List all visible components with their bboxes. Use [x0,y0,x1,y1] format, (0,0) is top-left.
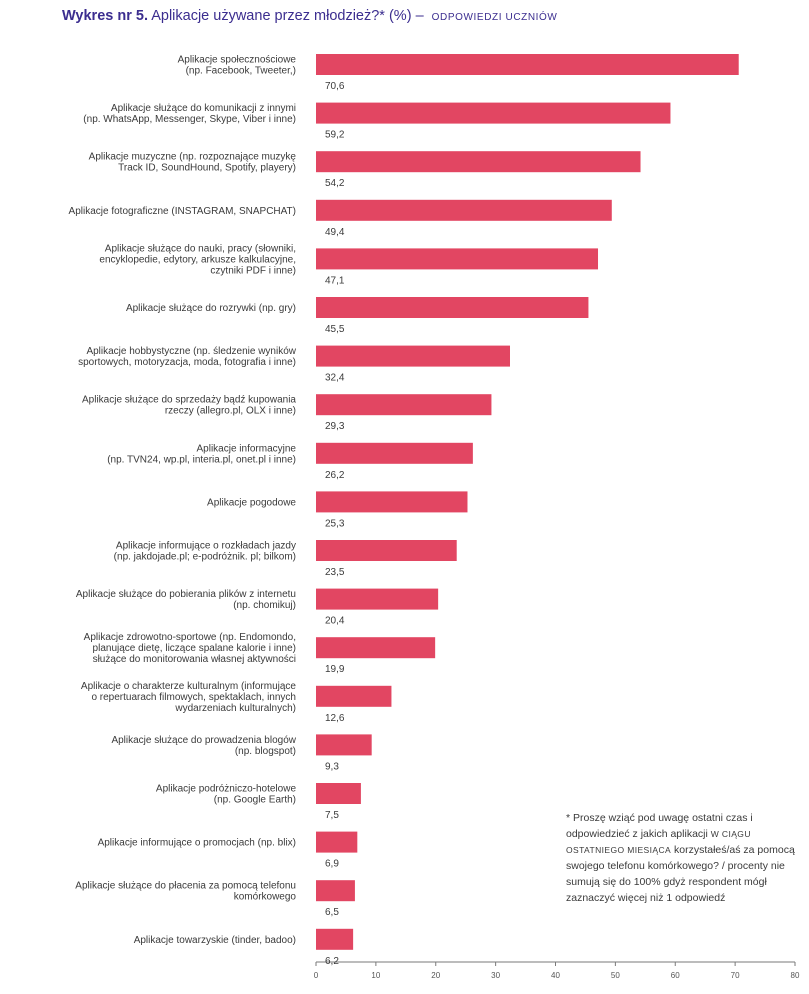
category-label: Aplikacje zdrowotno-sportowe (np. Endomo… [84,632,296,643]
category-label: encyklopedie, edytory, arkusze kalkulacy… [99,254,296,265]
x-tick-label: 40 [551,971,560,980]
value-label: 29,3 [325,421,345,432]
bar-11 [316,540,457,561]
chart-title-responses: ODPOWIEDZI UCZNIÓW [431,12,558,23]
x-tick-label: 20 [431,971,440,980]
category-label: Aplikacje służące do sprzedaży bądź kupo… [82,395,296,406]
footnote-part2: korzystałeś/aś za pomocą swojego telefon… [566,844,795,904]
bar-16 [316,783,361,804]
category-label: Aplikacje fotograficzne (INSTAGRAM, SNAP… [69,206,296,217]
bar-14 [316,685,392,707]
category-label: czytniki PDF i inne) [210,265,296,276]
bar-7 [316,345,510,367]
category-label: służące do monitorowania własnej aktywno… [93,654,296,665]
category-label: komórkowego [234,892,297,903]
value-label: 26,2 [325,470,345,481]
category-label: (np. Facebook, Tweeter,) [186,66,296,77]
bar-3 [316,151,641,173]
bar-1 [316,54,739,75]
chart-footnote: * Proszę wziąć pod uwagę ostatni czas i … [566,810,798,906]
value-label: 12,6 [325,713,345,724]
value-label: 6,2 [325,956,339,967]
category-label: sportowych, motoryzacja, moda, fotografi… [78,357,296,368]
bar-12 [316,588,439,610]
category-label: o repertuarach filmowych, spektaklach, i… [91,692,296,703]
chart-title-dash: – [415,8,424,24]
bar-13 [316,637,436,659]
category-label: Aplikacje służące do nauki, pracy (słown… [105,243,296,254]
value-label: 49,4 [325,227,345,238]
category-label: Aplikacje służące do pobierania plików z… [76,589,296,600]
category-label: (np. jakdojade.pl; e-podróżnik. pl; bilk… [114,552,296,563]
x-tick-label: 60 [671,971,680,980]
footnote-part1: * Proszę wziąć pod uwagę ostatni czas i … [566,812,753,840]
category-label: Aplikacje służące do rozrywki (np. gry) [126,303,296,314]
value-label: 54,2 [325,178,345,189]
value-label: 47,1 [325,275,345,286]
bar-10 [316,491,468,513]
category-label: (np. WhatsApp, Messenger, Skype, Viber i… [83,114,296,125]
x-tick-label: 50 [611,971,620,980]
value-label: 70,6 [325,81,345,92]
category-label: wydarzeniach kulturalnych) [174,703,296,714]
value-label: 45,5 [325,324,345,335]
bar-6 [316,297,589,318]
value-label: 59,2 [325,130,345,141]
category-label: planujące dietę, liczące spalane kalorie… [93,643,296,654]
category-label: (np. Google Earth) [214,795,296,806]
chart-title: Wykres nr 5. Aplikacje używane przez mło… [62,8,557,24]
category-label: Aplikacje pogodowe [207,497,296,508]
category-label: Track ID, SoundHound, Spotify, playery) [118,163,296,174]
x-tick-label: 30 [491,971,500,980]
value-label: 19,9 [325,664,345,675]
value-label: 20,4 [325,616,345,627]
bar-19 [316,928,354,950]
category-label: Aplikacje o charakterze kulturalnym (inf… [81,681,297,692]
value-label: 25,3 [325,518,345,529]
category-label: Aplikacje służące do komunikacji z innym… [111,103,296,114]
bar-2 [316,102,671,124]
category-label: Aplikacje informujące o promocjach (np. … [98,838,296,849]
category-label: Aplikacje służące do płacenia za pomocą … [75,881,296,892]
bar-18 [316,880,355,902]
x-tick-label: 80 [791,971,800,980]
value-label: 32,4 [325,373,345,384]
bar-4 [316,199,612,221]
category-label: Aplikacje muzyczne (np. rozpoznające muz… [89,152,297,163]
bar-17 [316,831,358,853]
category-label: Aplikacje towarzyskie (tinder, badoo) [134,935,296,946]
category-label: Aplikacje służące do prowadzenia blogów [111,735,296,746]
category-label: Aplikacje informacyjne [197,443,297,454]
chart-title-main: Aplikacje używane przez młodzież?* (%) [151,8,412,24]
value-label: 6,9 [325,859,339,870]
category-label: rzeczy (allegro.pl, OLX i inne) [165,406,296,417]
category-label: Aplikacje hobbystyczne (np. śledzenie wy… [86,346,296,357]
category-label: (np. chomikuj) [233,600,296,611]
value-label: 6,5 [325,907,339,918]
bar-8 [316,394,492,416]
category-label: (np. blogspot) [235,746,296,757]
x-tick-label: 0 [314,971,319,980]
category-label: Aplikacje podróżniczo-hotelowe [156,784,297,795]
footnote-emphasis: W CIĄGU OSTATNIEGO MIESIĄCA [566,829,751,855]
category-label: Aplikacje informujące o rozkładach jazdy [116,541,296,552]
value-label: 9,3 [325,761,339,772]
category-label: (np. TVN24, wp.pl, interia.pl, onet.pl i… [107,454,296,465]
bar-5 [316,248,599,270]
category-label: Aplikacje społecznościowe [178,55,297,66]
value-label: 23,5 [325,567,345,578]
bar-15 [316,734,372,756]
chart-title-lead: Wykres nr 5. [62,8,148,24]
bar-9 [316,442,473,464]
x-tick-label: 70 [731,971,740,980]
value-label: 7,5 [325,810,339,821]
x-tick-label: 10 [371,971,380,980]
